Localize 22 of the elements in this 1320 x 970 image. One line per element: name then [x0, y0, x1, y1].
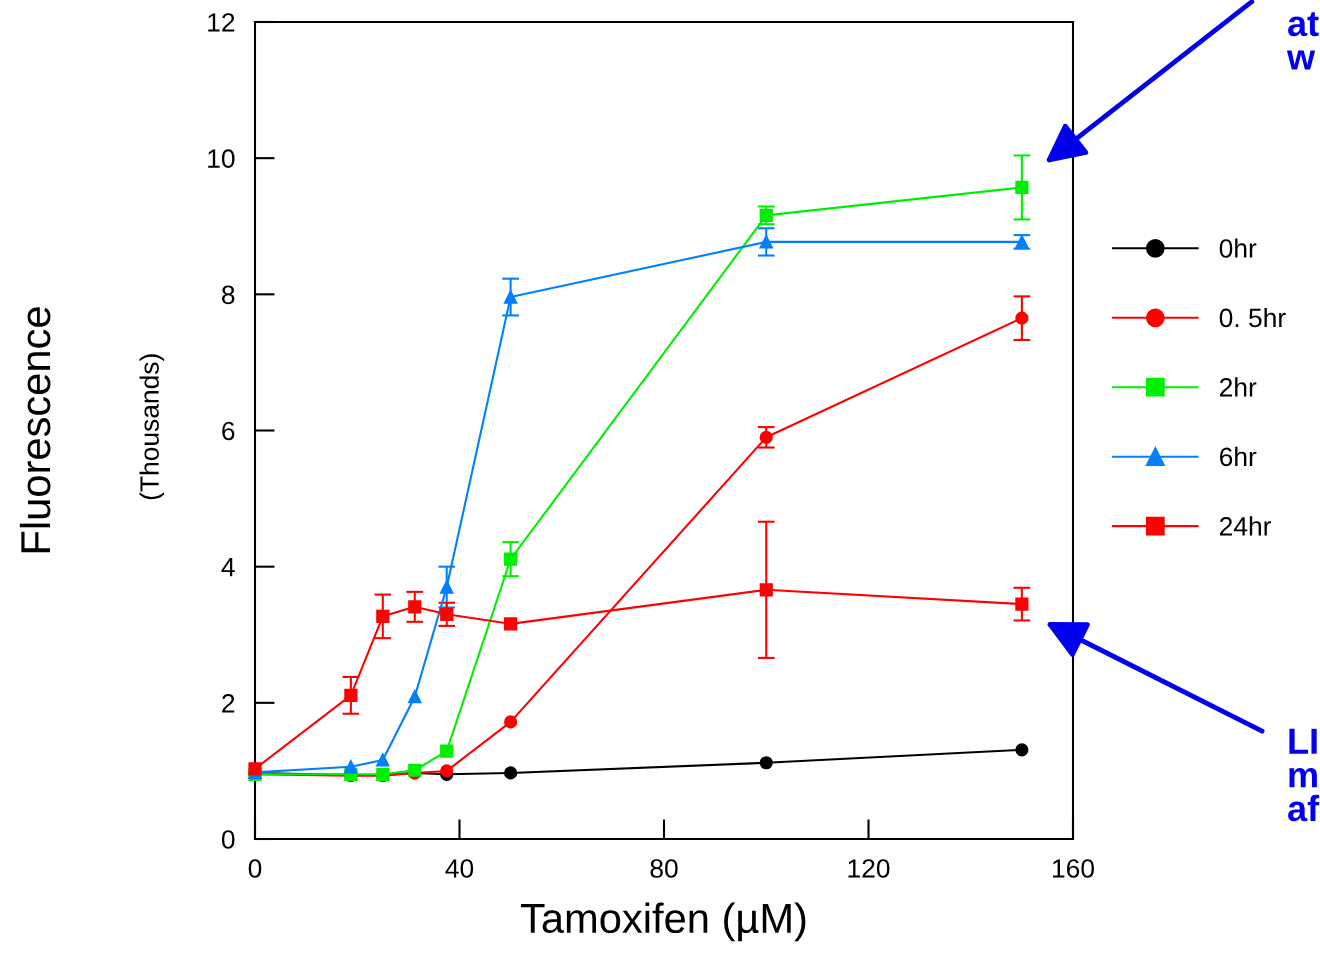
x-tick-label: 80	[650, 859, 678, 878]
legend-label: 0hr	[1219, 238, 1257, 258]
y-tick-label: 0	[221, 830, 235, 849]
y-axis-title: Fluorescence	[19, 307, 51, 553]
legend-label: 0. 5hr	[1219, 307, 1286, 328]
y-tick-label: 2	[222, 693, 235, 713]
y-tick-label: 12	[208, 13, 235, 32]
y-tick-label: 10	[208, 149, 235, 168]
text: at w	[1286, 12, 1319, 70]
text: (Thousands)	[139, 354, 165, 500]
y-tick-label: 8	[222, 285, 235, 305]
x-tick-label: 120	[848, 859, 890, 878]
y-tick-label: 6	[222, 421, 235, 441]
y-tick-label: 4	[221, 558, 235, 577]
x-tick-label: 160	[1053, 859, 1094, 878]
legend-label: 2hr	[1219, 377, 1257, 397]
x-axis-title: Tamoxifen (µM)	[520, 902, 806, 942]
x-tick-label: 0	[248, 859, 262, 878]
legend-label: 24hr	[1219, 516, 1272, 536]
text: LI m af	[1288, 728, 1320, 822]
x-tick-label: 40	[445, 859, 474, 878]
legend-label: 6hr	[1220, 446, 1257, 467]
